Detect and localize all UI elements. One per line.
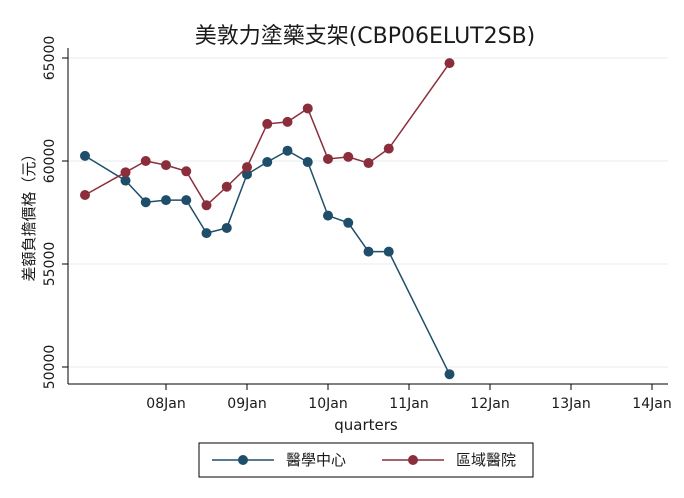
series-1-point	[140, 197, 151, 208]
series-2-point	[363, 158, 374, 169]
x-tick-label: 09Jan	[227, 396, 266, 412]
series-1-point	[444, 369, 455, 380]
series-1-point	[242, 169, 252, 180]
series-1-point	[181, 195, 192, 206]
x-tick-label: 11Jan	[389, 396, 428, 412]
series-2-point	[302, 103, 313, 114]
series-2-point	[444, 58, 455, 69]
series-1-point	[282, 145, 293, 156]
series-2-point	[140, 156, 151, 166]
series-2-point	[201, 200, 212, 211]
series-2-point	[221, 181, 232, 192]
series-2-point	[181, 166, 192, 177]
series-line-1	[84, 149, 451, 375]
series-2-point	[383, 143, 394, 154]
series-2-point	[120, 167, 131, 178]
series-2-point	[80, 189, 90, 200]
x-tick-label: 10Jan	[308, 396, 347, 412]
series-2-point	[262, 118, 273, 129]
series-line-2	[84, 62, 451, 207]
legend-label: 醫學中心	[286, 451, 346, 469]
y-axis-label: 差額負擔價格（元）	[20, 146, 38, 281]
series-2-point	[161, 160, 171, 171]
series-1-point	[201, 228, 212, 239]
series-2-point	[343, 151, 354, 162]
y-tick-label: 65000	[42, 36, 58, 81]
legend-label: 區域醫院	[456, 451, 516, 469]
series-1-point	[302, 157, 313, 168]
series-1-point	[161, 195, 171, 206]
series-1-point	[363, 246, 374, 257]
y-tick-label: 60000	[42, 139, 58, 184]
legend-swatch-marker	[238, 455, 248, 465]
series-2-point	[242, 162, 252, 173]
x-tick-label: 08Jan	[146, 396, 185, 412]
series-1-point	[343, 217, 354, 228]
x-tick-label: 14Jan	[632, 396, 671, 412]
series-1-point	[80, 150, 90, 161]
x-axis-label: quarters	[334, 416, 398, 434]
y-tick-label: 55000	[42, 242, 58, 287]
series-layer	[80, 58, 455, 380]
series-1-point	[221, 222, 232, 233]
series-1-point	[383, 246, 394, 257]
series-2-point	[282, 116, 293, 127]
series-1-point	[323, 210, 333, 221]
series-1-point	[262, 157, 273, 168]
axes: 50000 55000 60000 65000 08Jan 09Jan 10Jan 11Jan…	[42, 36, 672, 412]
legend: 醫學中心 區域醫院	[198, 442, 534, 478]
series-2-point	[323, 153, 333, 164]
legend-items: 醫學中心 區域醫院	[212, 451, 516, 469]
series-1-point	[120, 175, 131, 186]
x-tick-label: 12Jan	[470, 396, 509, 412]
legend-swatch-marker	[408, 455, 418, 465]
chart-title: 美敦力塗藥支架(CBP06ELUT2SB)	[195, 24, 536, 49]
x-tick-label: 13Jan	[551, 396, 590, 412]
y-tick-label: 50000	[42, 345, 58, 390]
